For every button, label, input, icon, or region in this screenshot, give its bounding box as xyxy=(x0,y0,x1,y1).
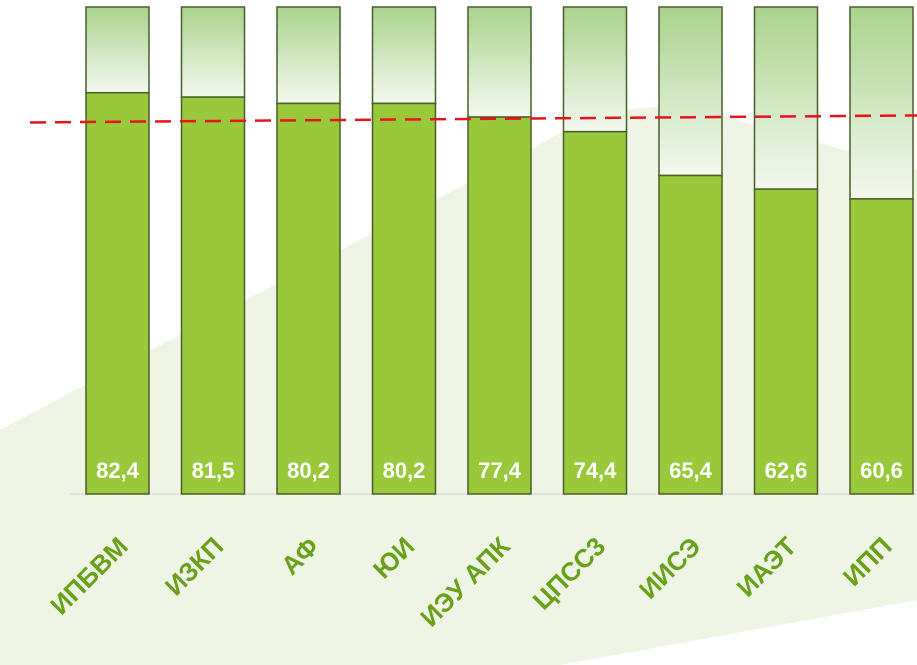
data-label: 74,4 xyxy=(574,458,618,483)
bar-remainder xyxy=(562,6,628,133)
bar xyxy=(180,96,246,495)
bar-remainder xyxy=(753,6,819,190)
data-label: 80,2 xyxy=(287,458,330,483)
data-label: 80,2 xyxy=(383,458,426,483)
bars xyxy=(85,6,914,495)
bar-remainder xyxy=(658,6,723,177)
reference-line xyxy=(29,114,917,124)
data-label: 60,6 xyxy=(860,458,903,483)
value-labels: 82,4 81,5 80,2 80,2 77,4 74,4 65,4 62,6 60,6 xyxy=(96,458,903,483)
data-label: 62,6 xyxy=(765,458,808,483)
bar xyxy=(753,188,819,495)
bar xyxy=(276,102,341,495)
bar-remainder xyxy=(371,6,437,105)
bar xyxy=(562,130,628,495)
data-label: 77,4 xyxy=(478,458,522,483)
bar xyxy=(467,116,532,495)
bar-remainder xyxy=(180,6,246,98)
data-label: 81,5 xyxy=(192,458,235,483)
bar xyxy=(85,91,150,495)
bar-remainder xyxy=(276,6,341,105)
bar xyxy=(371,102,437,495)
bar-remainder xyxy=(849,6,914,200)
bar xyxy=(658,174,723,495)
bar xyxy=(849,198,914,495)
bar-remainder xyxy=(467,6,532,118)
bar-remainder xyxy=(85,6,150,94)
data-label: 65,4 xyxy=(669,458,713,483)
data-label: 82,4 xyxy=(96,458,140,483)
